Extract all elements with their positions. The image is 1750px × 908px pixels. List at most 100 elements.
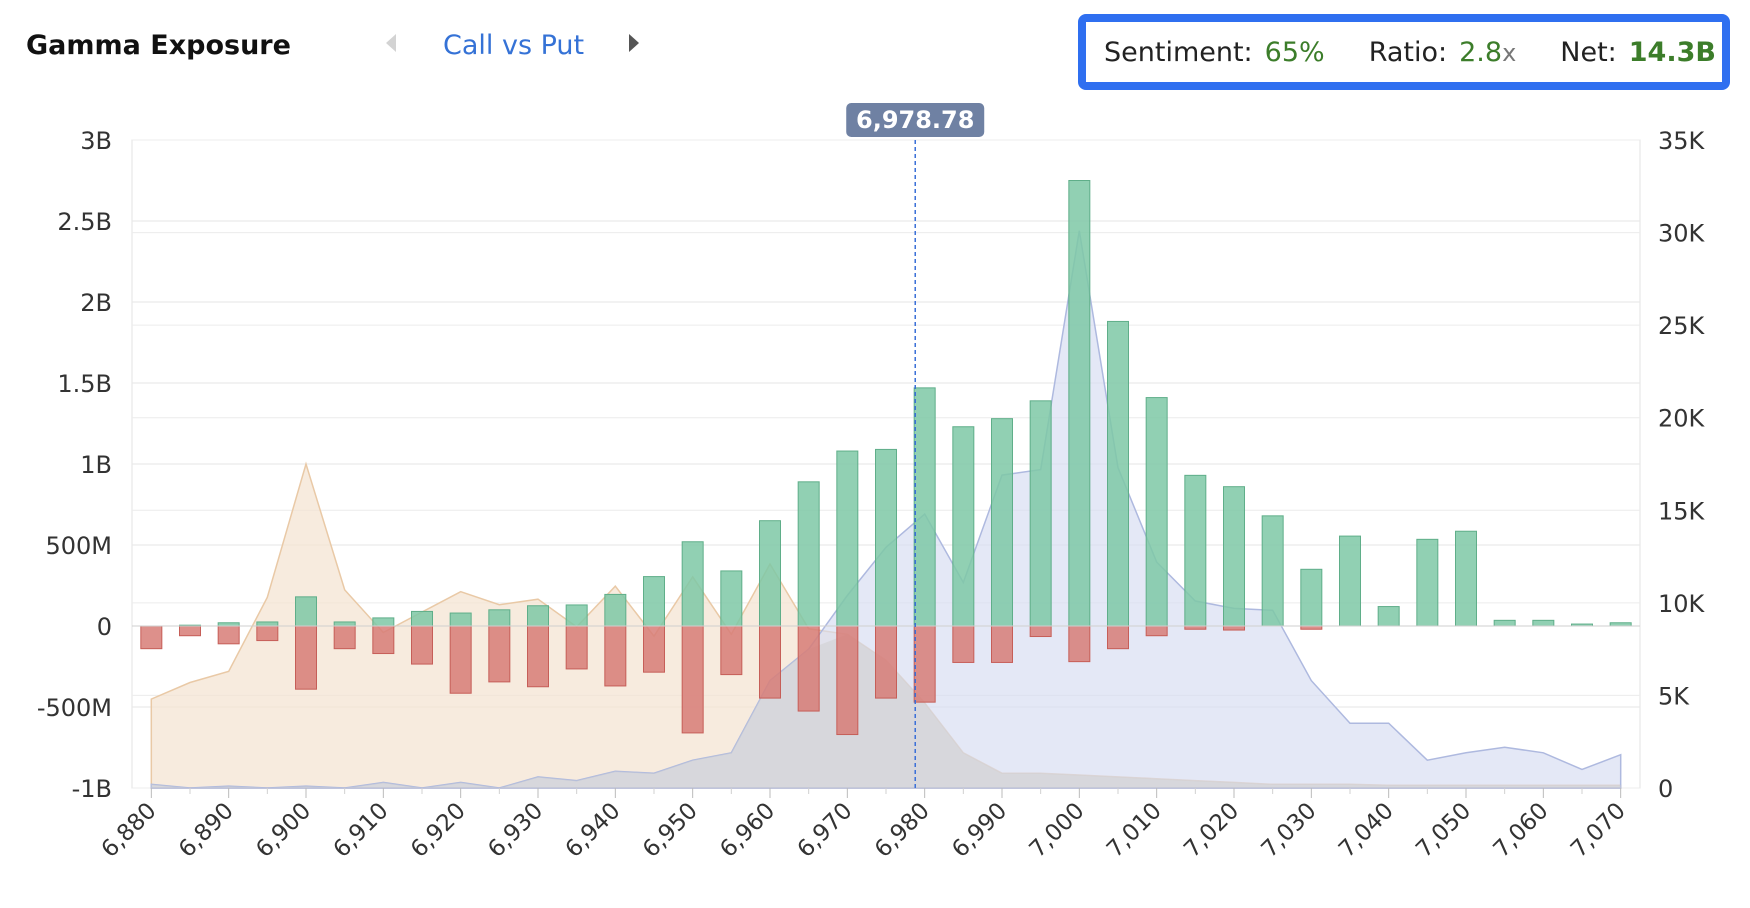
sentiment-value: 65% bbox=[1264, 36, 1325, 68]
put-bar bbox=[372, 625, 395, 655]
call-bar bbox=[1377, 606, 1400, 627]
call-bar bbox=[952, 426, 975, 627]
ratio-suffix: x bbox=[1502, 38, 1517, 67]
put-bar bbox=[449, 625, 472, 694]
x-tick-label: 7,060 bbox=[1489, 798, 1554, 863]
y-left-tick-label: 2.5B bbox=[57, 208, 112, 236]
y-right-tick-label: 15K bbox=[1658, 497, 1706, 525]
put-bar bbox=[913, 625, 936, 703]
x-tick-label: 6,980 bbox=[870, 798, 935, 863]
put-bar bbox=[991, 625, 1013, 663]
put-bar bbox=[875, 625, 897, 699]
x-tick-label: 6,940 bbox=[561, 798, 626, 863]
put-bar bbox=[720, 625, 743, 676]
y-right-tick-label: 30K bbox=[1658, 220, 1706, 248]
call-bar bbox=[1261, 515, 1284, 627]
x-tick-label: 6,960 bbox=[715, 798, 780, 863]
put-bar bbox=[179, 625, 201, 637]
x-tick-label: 6,900 bbox=[251, 798, 316, 863]
put-bar bbox=[256, 625, 279, 642]
y-right-tick-label: 20K bbox=[1658, 405, 1706, 433]
net-label: Net: bbox=[1560, 36, 1617, 68]
call-bar bbox=[1068, 180, 1091, 627]
x-tick-label: 6,920 bbox=[406, 798, 471, 863]
call-bar bbox=[875, 448, 897, 627]
view-selector-label[interactable]: Call vs Put bbox=[443, 30, 585, 61]
call-bar bbox=[836, 450, 859, 627]
chart-header: Gamma Exposure Call vs Put Sentiment: 65… bbox=[0, 0, 1750, 100]
ratio-value: 2.8 bbox=[1459, 36, 1503, 68]
call-bar bbox=[991, 418, 1013, 627]
ratio-stat: Ratio: 2.8 x bbox=[1369, 37, 1517, 68]
x-tick-label: 7,030 bbox=[1257, 798, 1322, 863]
ratio-label: Ratio: bbox=[1368, 36, 1448, 68]
call-bar bbox=[797, 481, 820, 627]
y-right-tick-label: 25K bbox=[1658, 312, 1706, 340]
put-bar bbox=[952, 625, 975, 663]
y-left-tick-label: 1B bbox=[80, 451, 112, 479]
oi-area-overlap bbox=[151, 634, 1621, 788]
call-bar bbox=[1223, 486, 1245, 627]
put-bar bbox=[1029, 625, 1052, 638]
previous-view-arrow-icon[interactable] bbox=[386, 34, 396, 52]
call-bar bbox=[1532, 619, 1555, 627]
y-left-tick-label: -500M bbox=[37, 694, 112, 722]
call-bar bbox=[488, 609, 511, 627]
next-view-arrow-icon[interactable] bbox=[629, 34, 639, 52]
net-value: 14.3B bbox=[1628, 36, 1716, 68]
call-bar bbox=[759, 520, 781, 627]
sentiment-stat: Sentiment: 65% bbox=[1104, 37, 1325, 68]
put-bar bbox=[411, 625, 433, 665]
x-tick-label: 7,040 bbox=[1334, 798, 1399, 863]
call-bar bbox=[411, 610, 433, 627]
x-tick-label: 7,010 bbox=[1102, 798, 1167, 863]
y-right-tick-label: 35K bbox=[1658, 127, 1706, 155]
call-bar bbox=[295, 596, 317, 627]
y-left-tick-label: -1B bbox=[72, 775, 112, 803]
put-bar bbox=[565, 625, 588, 670]
put-bar bbox=[1107, 625, 1129, 650]
x-tick-label: 6,930 bbox=[483, 798, 548, 863]
oi-area-2 bbox=[150, 230, 1622, 789]
call-bar bbox=[1300, 568, 1323, 627]
call-bar bbox=[913, 387, 936, 627]
summary-stats-box: Sentiment: 65% Ratio: 2.8 x Net: 14.3B bbox=[1078, 14, 1730, 90]
put-bar bbox=[488, 625, 511, 683]
y-left-tick-label: 1.5B bbox=[57, 370, 112, 398]
y-left-tick-label: 3B bbox=[80, 127, 112, 155]
spot-price-label: 6,978.78 bbox=[856, 106, 974, 134]
x-tick-label: 7,020 bbox=[1179, 798, 1244, 863]
put-bar bbox=[333, 625, 356, 650]
put-bar bbox=[643, 625, 665, 673]
put-bar bbox=[1068, 625, 1091, 663]
x-tick-label: 6,890 bbox=[174, 798, 239, 863]
call-bar bbox=[1145, 397, 1168, 627]
x-tick-label: 7,050 bbox=[1411, 798, 1476, 863]
spot-price-badge bbox=[846, 103, 985, 137]
put-bar bbox=[527, 625, 549, 688]
call-bar bbox=[565, 604, 588, 627]
put-bar bbox=[836, 625, 859, 736]
call-bar bbox=[604, 593, 627, 627]
call-bar bbox=[527, 605, 549, 627]
call-bar bbox=[333, 621, 356, 627]
put-bar bbox=[1223, 625, 1245, 631]
call-bar bbox=[681, 541, 704, 627]
call-bar bbox=[449, 612, 472, 627]
chart-title: Gamma Exposure bbox=[26, 30, 291, 61]
x-tick-label: 7,000 bbox=[1025, 798, 1090, 863]
y-left-tick-label: 500M bbox=[45, 532, 112, 560]
call-bar bbox=[720, 570, 743, 627]
call-bar bbox=[1455, 530, 1477, 627]
y-right-tick-label: 0 bbox=[1658, 775, 1673, 803]
call-bar bbox=[1107, 320, 1129, 627]
call-bar bbox=[372, 617, 395, 627]
y-right-tick-label: 5K bbox=[1658, 682, 1690, 710]
x-tick-label: 6,880 bbox=[97, 798, 162, 863]
call-bar bbox=[1339, 535, 1361, 627]
x-tick-label: 6,910 bbox=[329, 798, 394, 863]
call-bar bbox=[256, 621, 279, 627]
y-left-tick-label: 2B bbox=[80, 289, 112, 317]
put-bar bbox=[797, 625, 820, 712]
